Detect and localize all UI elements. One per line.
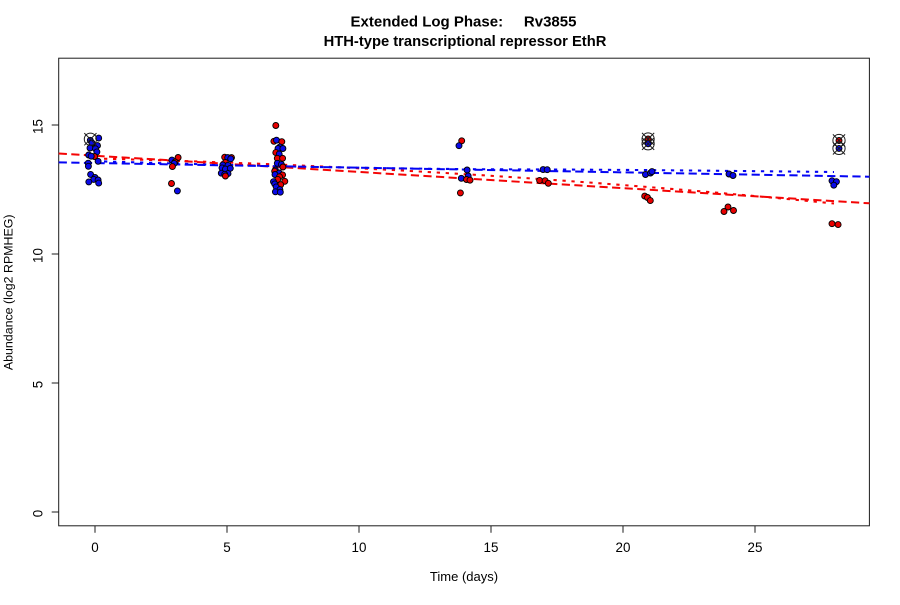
svg-text:10: 10 bbox=[31, 248, 46, 263]
svg-text:25: 25 bbox=[748, 540, 763, 555]
svg-text:20: 20 bbox=[616, 540, 631, 555]
svg-text:Time (days): Time (days) bbox=[430, 569, 498, 584]
svg-text:Abundance (log2 RPMHEG): Abundance (log2 RPMHEG) bbox=[2, 214, 16, 370]
svg-text:15: 15 bbox=[31, 119, 46, 134]
svg-text:0: 0 bbox=[31, 510, 46, 517]
svg-text:HTH-type transcriptional repre: HTH-type transcriptional repressor EthR bbox=[324, 34, 607, 50]
svg-text:10: 10 bbox=[352, 540, 367, 555]
svg-text:5: 5 bbox=[31, 381, 46, 388]
svg-text:15: 15 bbox=[484, 540, 499, 555]
svg-text:Extended Log Phase: Rv3855: Extended Log Phase: Rv3855 bbox=[351, 14, 577, 31]
svg-text:5: 5 bbox=[223, 540, 230, 555]
svg-text:0: 0 bbox=[91, 540, 98, 555]
